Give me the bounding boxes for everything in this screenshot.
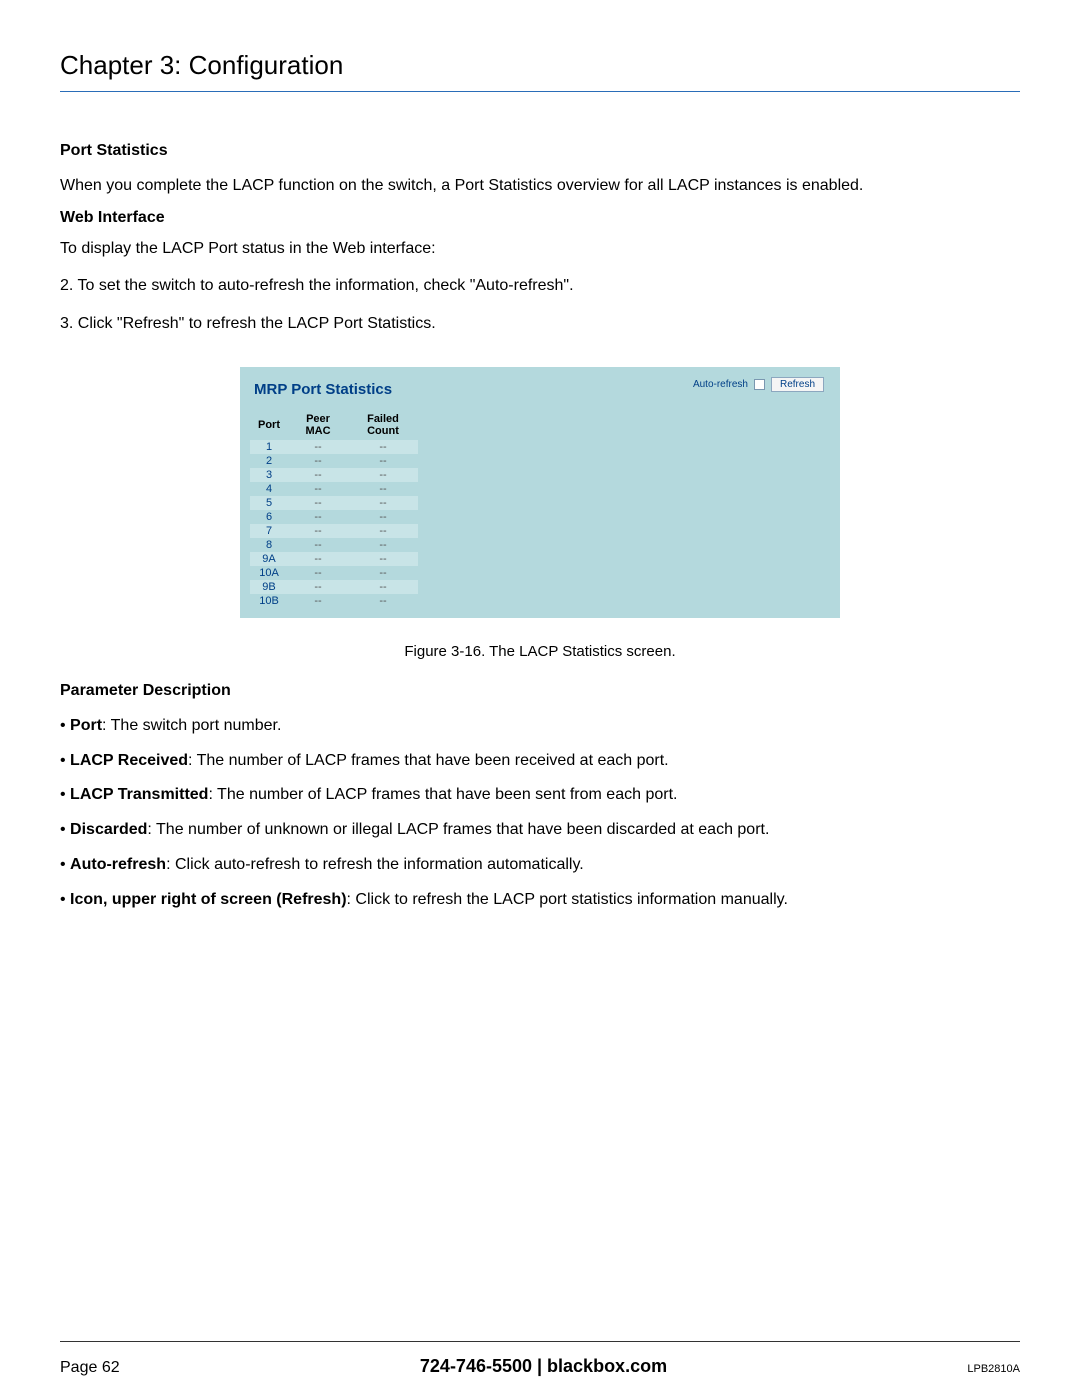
instruction-3: 3. Click "Refresh" to refresh the LACP P… [60,310,1020,337]
cell-peermac: -- [288,454,348,468]
instruction-2: 2. To set the switch to auto-refresh the… [60,272,1020,299]
table-row: 10A---- [250,566,418,580]
cell-peermac: -- [288,538,348,552]
footer-model: LPB2810A [967,1363,1020,1375]
param-term: Port [70,717,102,734]
top-controls: Auto-refresh Refresh [693,377,824,392]
cell-peermac: -- [288,510,348,524]
param-desc: : The switch port number. [102,717,281,734]
list-item: Auto-refresh: Click auto-refresh to refr… [60,851,1020,880]
table-row: 8---- [250,538,418,552]
table-row: 3---- [250,468,418,482]
cell-failed: -- [348,454,418,468]
screenshot-figure: Auto-refresh Refresh MRP Port Statistics… [240,367,840,618]
param-term: LACP Transmitted [70,786,208,803]
cell-failed: -- [348,594,418,608]
cell-peermac: -- [288,566,348,580]
cell-failed: -- [348,496,418,510]
col-port: Port [250,410,288,440]
param-term: Discarded [70,821,147,838]
cell-failed: -- [348,538,418,552]
table-row: 9A---- [250,552,418,566]
auto-refresh-label: Auto-refresh [693,379,748,390]
cell-port: 6 [250,510,288,524]
instruction-1: To display the LACP Port status in the W… [60,235,1020,262]
col-failed: Failed Count [348,410,418,440]
cell-port: 3 [250,468,288,482]
cell-port: 9A [250,552,288,566]
cell-port: 4 [250,482,288,496]
footer-contact: 724-746-5500 | blackbox.com [420,1356,667,1377]
chapter-title: Chapter 3: Configuration [60,50,1020,92]
cell-port: 10B [250,594,288,608]
cell-peermac: -- [288,580,348,594]
cell-failed: -- [348,580,418,594]
cell-port: 1 [250,440,288,454]
table-row: 4---- [250,482,418,496]
table-row: 10B---- [250,594,418,608]
cell-failed: -- [348,482,418,496]
cell-peermac: -- [288,594,348,608]
param-term: LACP Received [70,752,188,769]
param-desc: : The number of LACP frames that have be… [208,786,677,803]
cell-failed: -- [348,524,418,538]
auto-refresh-checkbox[interactable] [754,379,765,390]
cell-failed: -- [348,510,418,524]
page-footer: Page 62 724-746-5500 | blackbox.com LPB2… [60,1356,1020,1377]
section-port-statistics: Port Statistics [60,142,1020,160]
list-item: Icon, upper right of screen (Refresh): C… [60,886,1020,915]
mrp-panel: Auto-refresh Refresh MRP Port Statistics… [240,367,840,618]
param-desc: : The number of unknown or illegal LACP … [147,821,769,838]
list-item: Port: The switch port number. [60,712,1020,741]
cell-failed: -- [348,468,418,482]
cell-port: 9B [250,580,288,594]
param-desc: : Click auto-refresh to refresh the info… [166,856,584,873]
table-row: 2---- [250,454,418,468]
param-list: Port: The switch port number. LACP Receiv… [60,712,1020,915]
refresh-button[interactable]: Refresh [771,377,824,392]
cell-failed: -- [348,440,418,454]
list-item: Discarded: The number of unknown or ille… [60,816,1020,845]
cell-port: 10A [250,566,288,580]
footer-rule [60,1341,1020,1342]
col-peermac: Peer MAC [288,410,348,440]
intro-text: When you complete the LACP function on t… [60,172,1020,199]
cell-peermac: -- [288,440,348,454]
cell-peermac: -- [288,468,348,482]
cell-peermac: -- [288,524,348,538]
list-item: LACP Received: The number of LACP frames… [60,747,1020,776]
cell-peermac: -- [288,552,348,566]
param-term: Icon, upper right of screen (Refresh) [70,891,346,908]
cell-port: 7 [250,524,288,538]
cell-failed: -- [348,552,418,566]
cell-peermac: -- [288,482,348,496]
page-number: Page 62 [60,1359,120,1377]
figure-caption: Figure 3-16. The LACP Statistics screen. [60,643,1020,660]
table-row: 6---- [250,510,418,524]
web-interface-heading: Web Interface [60,209,1020,227]
param-desc: : The number of LACP frames that have be… [188,752,669,769]
cell-port: 2 [250,454,288,468]
table-row: 9B---- [250,580,418,594]
cell-peermac: -- [288,496,348,510]
list-item: LACP Transmitted: The number of LACP fra… [60,781,1020,810]
table-row: 1---- [250,440,418,454]
param-description-heading: Parameter Description [60,682,1020,700]
panel-title: MRP Port Statistics [250,377,392,410]
cell-port: 8 [250,538,288,552]
param-desc: : Click to refresh the LACP port statist… [347,891,788,908]
cell-failed: -- [348,566,418,580]
param-term: Auto-refresh [70,856,166,873]
table-row: 7---- [250,524,418,538]
mrp-table: Port Peer MAC Failed Count 1----2----3--… [250,410,418,608]
cell-port: 5 [250,496,288,510]
table-row: 5---- [250,496,418,510]
